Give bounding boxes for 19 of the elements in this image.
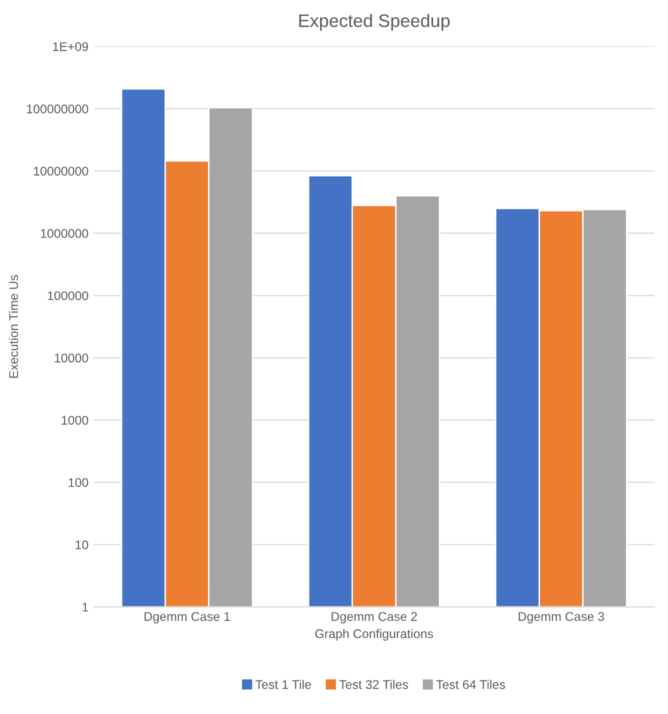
legend-label: Test 32 Tiles — [339, 680, 408, 689]
y-tick-label: 10000 — [54, 354, 88, 362]
x-axis-title: Graph Configurations — [315, 628, 434, 641]
y-axis-title: Execution Time Us — [8, 275, 18, 378]
y-tick-label: 100 — [68, 478, 88, 487]
chart-title: Expected Speedup — [299, 14, 450, 31]
legend-label: Test 64 Tiles — [436, 680, 505, 689]
legend-label: Test 1 Tile — [256, 680, 311, 689]
y-tick-label: 1E+09 — [53, 42, 88, 52]
y-tick-label: 10 — [76, 540, 88, 550]
y-tick-label: 100000000 — [27, 104, 88, 114]
y-tick-label: 100000 — [48, 291, 88, 300]
y-tick-label: 1000000 — [40, 229, 88, 238]
x-tick-label: Dgemm Case 1 — [144, 612, 230, 624]
y-tick-label: 1000 — [62, 416, 88, 425]
x-tick-label: Dgemm Case 3 — [518, 612, 604, 624]
x-tick-label: Dgemm Case 2 — [332, 612, 417, 624]
y-tick-label: 1 — [82, 602, 88, 612]
y-tick-label: 10000000 — [34, 166, 88, 176]
